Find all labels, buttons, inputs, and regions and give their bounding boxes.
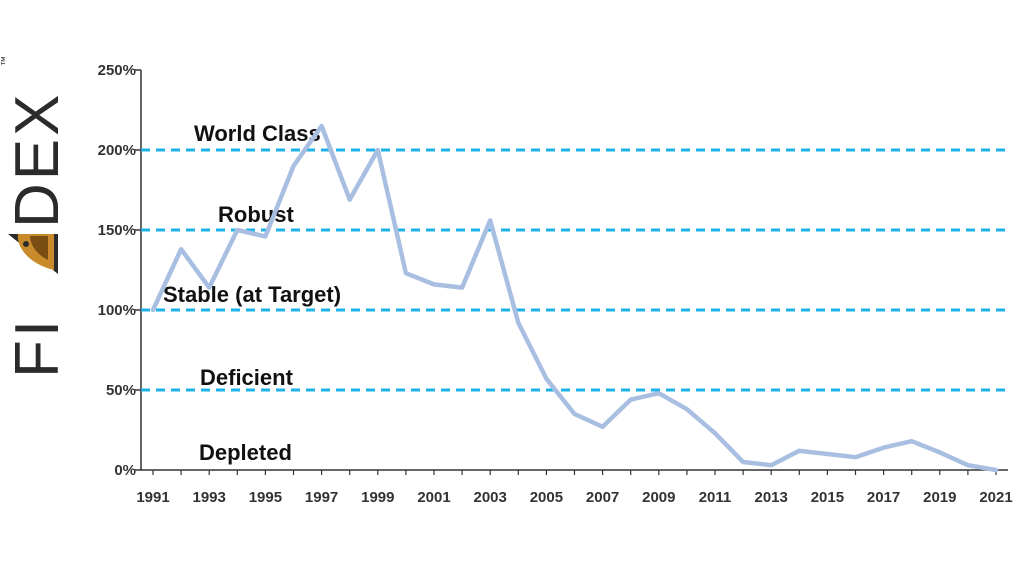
x-tick-label: 2007 xyxy=(586,489,619,506)
reference-label: Deficient xyxy=(200,365,294,390)
y-tick-label: 150% xyxy=(98,222,136,239)
x-tick-label: 2013 xyxy=(755,489,788,506)
x-tick-label: 2005 xyxy=(530,489,563,506)
reference-label: Stable (at Target) xyxy=(163,282,341,307)
trademark-symbol: ™ xyxy=(0,56,11,66)
x-tick-label: 2009 xyxy=(642,489,675,506)
x-tick-label: 2021 xyxy=(979,489,1012,506)
x-tick-label: 2015 xyxy=(811,489,844,506)
reference-label: World Class xyxy=(194,121,321,146)
x-tick-label: 2003 xyxy=(474,489,507,506)
x-tick-label: 1995 xyxy=(249,489,282,506)
x-tick-label: 2017 xyxy=(867,489,900,506)
x-tick-label: 2019 xyxy=(923,489,956,506)
bird-head-icon xyxy=(8,234,58,274)
logo-text-fi: FI xyxy=(3,317,72,378)
y-tick-label: 100% xyxy=(98,302,136,319)
reference-label: Depleted xyxy=(199,440,292,465)
x-tick-label: 2011 xyxy=(699,489,732,506)
x-tick-label: 1993 xyxy=(193,489,226,506)
y-tick-label: 0% xyxy=(114,462,136,479)
y-tick-label: 250% xyxy=(98,62,136,79)
logo-text-dex: DEX xyxy=(3,92,72,228)
x-tick-label: 1999 xyxy=(361,489,394,506)
reference-label: Robust xyxy=(218,202,294,227)
findex-logo: FI DEX ™ xyxy=(0,56,72,378)
x-tick-label: 2001 xyxy=(417,489,450,506)
y-tick-label: 50% xyxy=(106,382,136,399)
x-tick-label: 1997 xyxy=(305,489,338,506)
y-tick-label: 200% xyxy=(98,142,136,159)
x-tick-label: 1991 xyxy=(136,489,169,506)
plot-area: 0% 50% 100% 150% 200% 250% 1991 1993 1995 1997 199… xyxy=(98,62,1013,506)
